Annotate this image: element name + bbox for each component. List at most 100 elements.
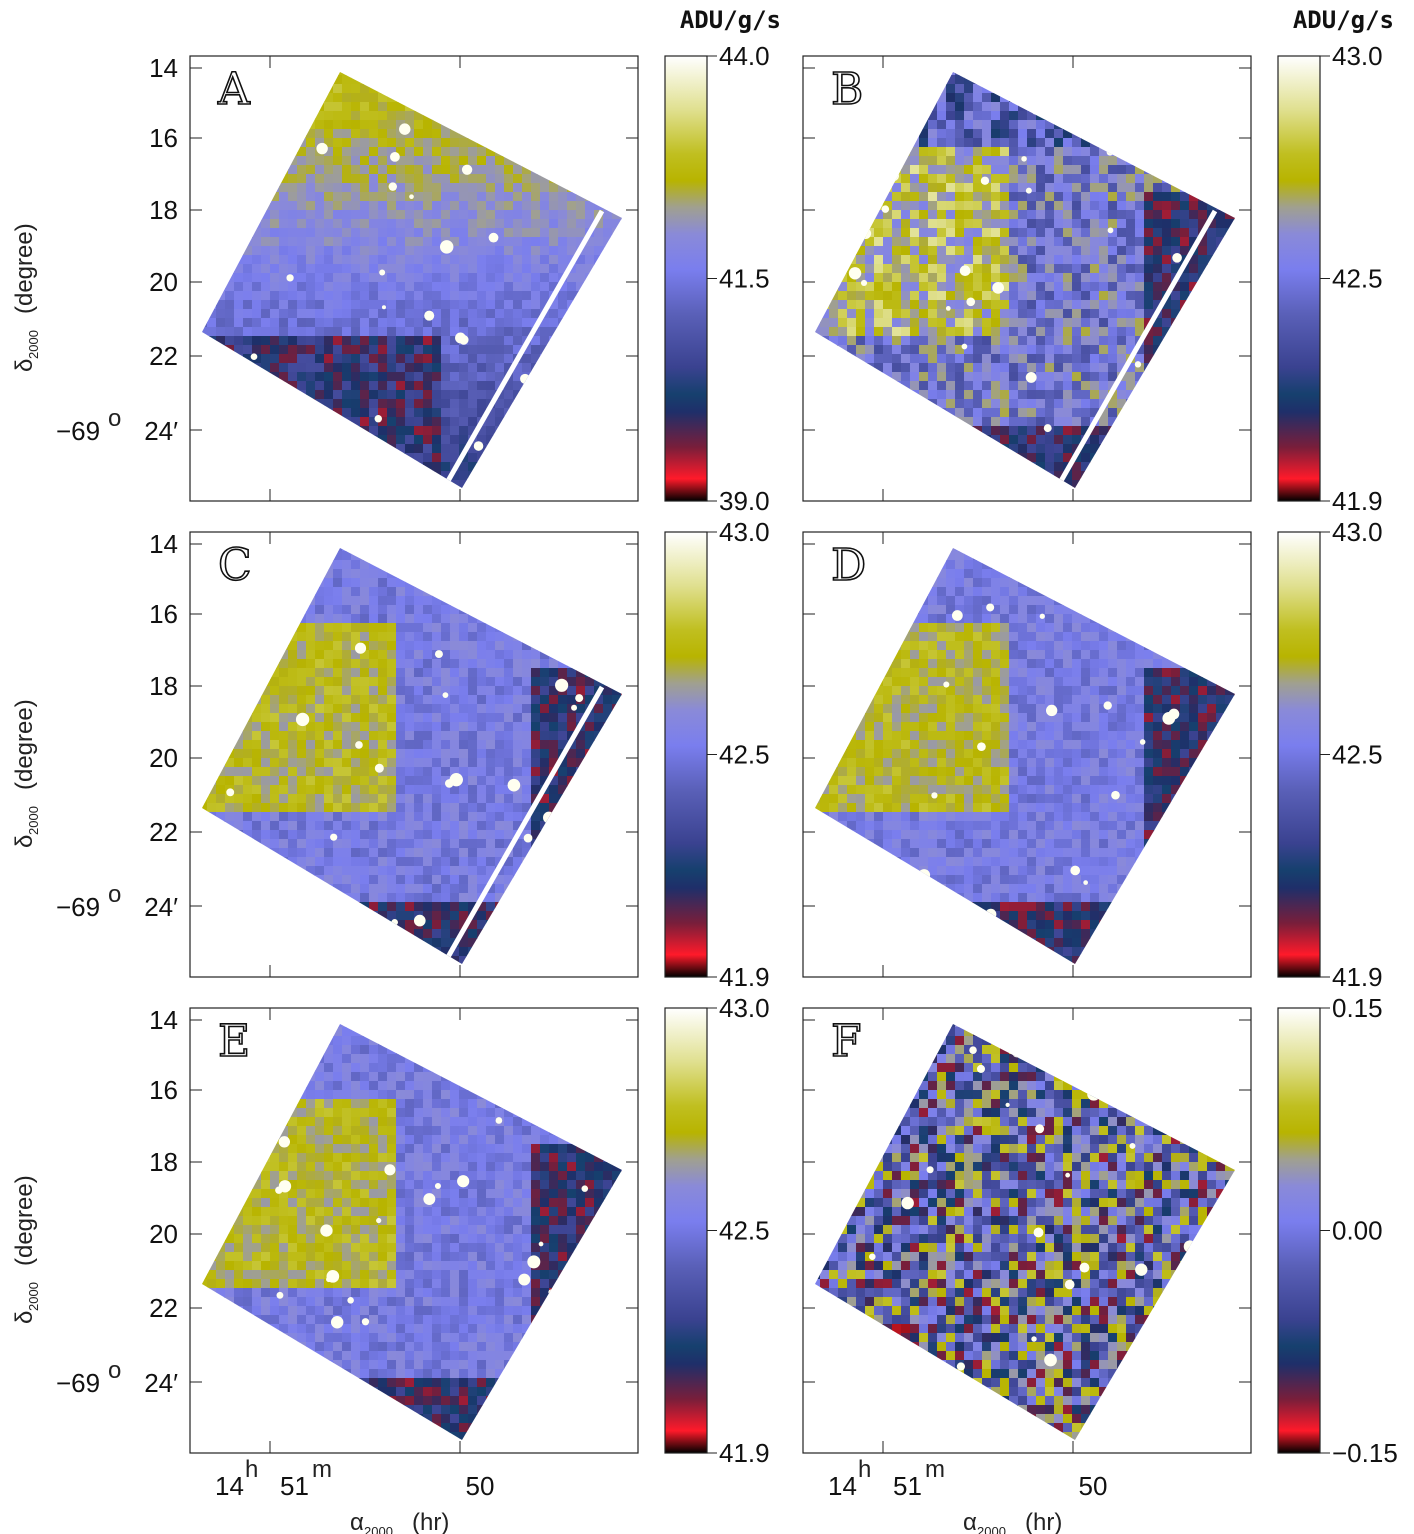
pixel bbox=[288, 408, 298, 418]
pixel bbox=[522, 578, 532, 588]
pixel bbox=[901, 417, 911, 427]
pixel bbox=[847, 309, 857, 319]
pixel bbox=[423, 273, 433, 283]
pixel bbox=[288, 75, 298, 85]
pixel bbox=[549, 399, 559, 409]
pixel bbox=[216, 138, 226, 148]
pixel bbox=[847, 390, 857, 400]
pixel bbox=[477, 354, 487, 364]
pixel bbox=[540, 381, 550, 391]
pixel bbox=[387, 174, 397, 184]
pixel bbox=[1045, 183, 1055, 193]
pixel bbox=[468, 399, 478, 409]
pixel bbox=[369, 408, 379, 418]
pixel bbox=[369, 462, 379, 472]
pixel bbox=[567, 489, 577, 499]
pixel bbox=[1234, 399, 1235, 409]
pixel bbox=[342, 318, 352, 328]
pixel bbox=[378, 560, 388, 570]
pixel bbox=[396, 354, 406, 364]
pixel bbox=[1045, 291, 1055, 301]
pixel bbox=[378, 273, 388, 283]
pixel bbox=[1126, 165, 1136, 175]
pixel bbox=[1198, 147, 1208, 157]
pixel bbox=[1090, 489, 1100, 499]
pixel bbox=[297, 551, 307, 561]
pixel bbox=[964, 480, 974, 488]
pixel bbox=[1153, 102, 1163, 112]
pixel bbox=[621, 75, 622, 85]
pixel bbox=[252, 138, 262, 148]
pixel bbox=[946, 327, 956, 337]
pixel bbox=[991, 372, 1001, 382]
pixel bbox=[928, 93, 938, 103]
pixel bbox=[333, 111, 343, 121]
pixel bbox=[333, 345, 343, 355]
pixel bbox=[1198, 426, 1208, 436]
pixel bbox=[883, 219, 893, 229]
pixel bbox=[279, 210, 289, 220]
pixel bbox=[856, 156, 866, 166]
pixel bbox=[450, 453, 460, 463]
pixel bbox=[1045, 489, 1055, 499]
pixel bbox=[414, 228, 424, 238]
pixel bbox=[603, 336, 613, 346]
pixel bbox=[216, 462, 226, 472]
pixel bbox=[486, 345, 496, 355]
pixel bbox=[829, 444, 839, 454]
pixel bbox=[973, 282, 983, 292]
pixel bbox=[1171, 390, 1181, 400]
pixel bbox=[1036, 237, 1046, 247]
pixel bbox=[351, 102, 361, 112]
pixel bbox=[585, 390, 595, 400]
pixel bbox=[1216, 273, 1226, 283]
pixel bbox=[937, 390, 947, 400]
plot-frame bbox=[802, 55, 1252, 502]
pixel bbox=[1162, 408, 1172, 418]
pixel bbox=[865, 93, 875, 103]
pixel bbox=[1099, 462, 1109, 472]
pixel bbox=[504, 354, 514, 364]
pixel bbox=[279, 84, 289, 94]
pixel bbox=[378, 569, 388, 579]
pixel bbox=[1081, 228, 1091, 238]
pixel bbox=[540, 228, 550, 238]
pixel bbox=[1207, 246, 1217, 256]
y-origin-deg: −69 bbox=[56, 416, 100, 446]
pixel bbox=[1144, 72, 1154, 76]
pixel bbox=[1180, 291, 1190, 301]
pixel bbox=[1225, 120, 1235, 130]
pixel bbox=[815, 72, 821, 76]
pixel bbox=[1162, 120, 1172, 130]
pixel bbox=[270, 578, 280, 588]
pixel bbox=[423, 192, 433, 202]
pixel bbox=[432, 471, 442, 481]
pixel bbox=[982, 480, 992, 488]
pixel bbox=[820, 327, 830, 337]
pixel bbox=[1189, 327, 1199, 337]
pixel bbox=[856, 309, 866, 319]
pixel bbox=[360, 129, 370, 139]
pixel bbox=[603, 435, 613, 445]
pixel bbox=[982, 138, 992, 148]
pixel bbox=[423, 408, 433, 418]
pixel bbox=[594, 192, 604, 202]
pixel bbox=[351, 174, 361, 184]
pixel bbox=[1153, 381, 1163, 391]
pixel bbox=[901, 291, 911, 301]
pixel bbox=[892, 237, 902, 247]
pixel bbox=[468, 93, 478, 103]
pixel bbox=[216, 381, 226, 391]
pixel bbox=[1171, 354, 1181, 364]
pixel bbox=[585, 84, 595, 94]
pixel bbox=[315, 480, 325, 488]
pixel bbox=[1045, 120, 1055, 130]
pixel bbox=[603, 390, 613, 400]
pixel bbox=[1054, 471, 1064, 481]
pixel bbox=[1036, 174, 1046, 184]
pixel bbox=[815, 336, 821, 346]
pixel bbox=[261, 291, 271, 301]
pixel bbox=[333, 291, 343, 301]
pixel bbox=[1180, 399, 1190, 409]
pixel bbox=[1090, 399, 1100, 409]
